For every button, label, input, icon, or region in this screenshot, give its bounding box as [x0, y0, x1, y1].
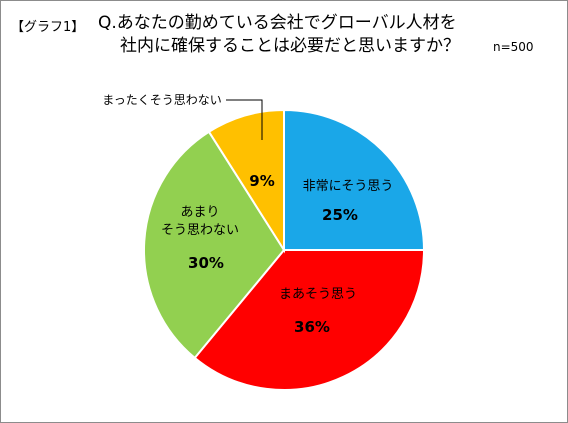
- slice-label-2-line-1: そう思わない: [161, 223, 239, 238]
- chart-title: Q.あなたの勤めている会社でグローバル人材を 社内に確保することは必要だと思いま…: [98, 12, 460, 58]
- slice-label-1: まあそう思う: [279, 287, 357, 302]
- slice-percent-3: 9%: [249, 172, 274, 190]
- slice-label-3: まったくそう思わない: [102, 93, 222, 107]
- pie-slice-0: [283, 108, 426, 251]
- slice-percent-0: 25%: [322, 206, 358, 224]
- chart-title-line-1: Q.あなたの勤めている会社でグローバル人材を: [98, 13, 457, 33]
- pie-slice-3: [207, 108, 285, 254]
- pie-slice-2: [143, 130, 286, 360]
- chart-title-line-2: 社内に確保することは必要だと思いますか？: [120, 36, 460, 56]
- pie-slice-1: [193, 249, 426, 391]
- slice-percent-1: 36%: [294, 318, 330, 336]
- graph-number-label: 【グラフ1】: [11, 20, 85, 35]
- slice-leader-line: [226, 99, 263, 140]
- slice-label-2-line-0: あまり: [180, 205, 219, 220]
- sample-size-label: n=500: [493, 40, 534, 54]
- slice-percent-2: 30%: [188, 254, 224, 272]
- slice-label-0: 非常にそう思う: [303, 179, 394, 194]
